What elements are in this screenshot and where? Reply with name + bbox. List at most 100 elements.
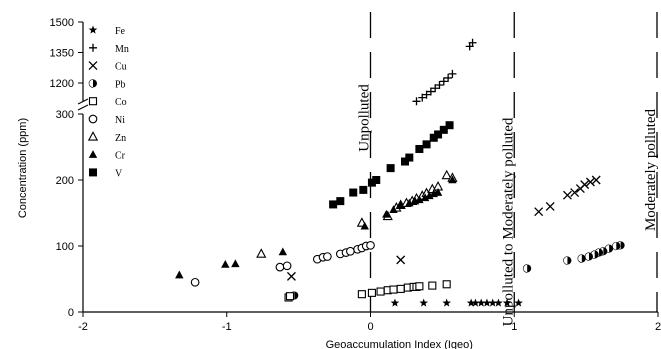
triangle-filled-marker	[425, 191, 434, 200]
square-filled-marker	[405, 153, 414, 162]
legend-marker-ni	[88, 114, 98, 124]
plus-marker	[89, 43, 97, 52]
triangle-filled-marker	[382, 209, 391, 218]
data-point-co	[389, 285, 398, 294]
square-open-marker	[428, 281, 437, 290]
data-point-cr	[448, 175, 457, 184]
star-marker	[88, 25, 98, 34]
data-point-fe	[502, 298, 512, 307]
square-open-marker	[367, 288, 376, 297]
data-point-co	[415, 282, 424, 291]
plus-marker	[444, 73, 453, 82]
x-tick-label: 1	[511, 321, 517, 333]
data-point-v	[445, 121, 454, 130]
legend-marker-cr	[88, 150, 98, 158]
half-circle-outline	[590, 250, 595, 259]
data-point-v	[415, 144, 424, 153]
triangle-filled-marker	[221, 259, 230, 268]
square-open-marker	[88, 97, 98, 106]
data-point-fe	[514, 298, 523, 307]
triangle-filled-marker	[420, 193, 430, 202]
data-point-pb	[522, 264, 532, 273]
triangle-filled-marker	[396, 201, 405, 210]
legend-item: Zn	[87, 131, 126, 144]
data-point-v	[336, 197, 345, 206]
data-point-fe	[390, 298, 400, 307]
y-axis-title: Concentration (ppm)	[17, 118, 29, 218]
data-point-mn	[426, 87, 435, 96]
series-v	[329, 121, 454, 209]
plus-marker	[426, 87, 435, 96]
circle-open-marker	[282, 261, 292, 271]
circle-open-marker	[323, 252, 332, 261]
data-point-cr	[382, 209, 391, 218]
data-point-cr	[405, 198, 414, 207]
x-marker	[570, 188, 580, 197]
legend-label: Fe	[115, 26, 126, 37]
legend-item: Co	[88, 97, 127, 108]
triangle-filled-marker	[231, 259, 240, 268]
y-axis-break-icon	[77, 98, 89, 111]
data-point-v	[359, 185, 368, 194]
square-open-marker	[357, 290, 366, 299]
data-point-cr	[389, 205, 398, 213]
class-divider-lines	[369, 12, 658, 312]
data-point-v	[429, 133, 438, 142]
data-point-pb	[594, 248, 604, 257]
legend-marker-zn	[87, 131, 99, 141]
x-marker	[396, 255, 406, 265]
data-point-v	[372, 176, 381, 184]
triangle-filled-marker	[448, 175, 457, 184]
legend-marker-pb	[88, 79, 97, 88]
legend-marker-cu	[88, 61, 98, 71]
data-point-v	[386, 164, 395, 173]
circle-open-marker	[275, 262, 285, 272]
data-point-co	[428, 281, 437, 290]
triangle-filled-marker	[389, 205, 398, 213]
plus-marker	[448, 69, 457, 78]
half-circle-outline	[88, 79, 94, 88]
circle-open-marker	[366, 240, 375, 250]
triangle-filled-marker	[415, 195, 424, 204]
class-label: Unpolluted to Moderately polluted	[500, 117, 516, 326]
half-circle-marker	[294, 291, 299, 300]
axes: -2 -1 0 1 2 0 100 200 300 1200 1350 1500 Geoaccumula…	[17, 17, 661, 349]
data-point-v	[434, 130, 443, 139]
data-point-v	[367, 178, 376, 187]
triangle-filled-marker	[405, 198, 414, 207]
data-point-cr	[425, 191, 434, 200]
triangle-open-marker	[441, 169, 452, 180]
legend-item: Ni	[88, 114, 125, 126]
square-filled-marker	[434, 130, 443, 139]
square-filled-marker	[329, 200, 338, 209]
y-tick-label: 0	[68, 307, 74, 319]
legend-item: Fe	[88, 25, 126, 37]
square-filled-marker	[349, 188, 358, 197]
x-tick-label: 0	[367, 321, 373, 333]
data-point-fe	[476, 298, 486, 307]
triangle-filled-marker	[88, 150, 98, 158]
half-circle-marker	[599, 248, 604, 257]
data-point-cr	[360, 221, 369, 230]
square-filled-marker	[401, 157, 409, 166]
y-tick-label: 1350	[50, 48, 74, 60]
data-point-fe	[419, 298, 428, 307]
half-circle-outline	[612, 241, 617, 251]
data-point-mn	[422, 90, 431, 99]
legend-marker-fe	[88, 25, 98, 34]
plus-marker	[412, 97, 421, 106]
square-open-marker	[415, 282, 424, 291]
x-marker	[562, 190, 572, 200]
class-label: Unpolluted	[357, 84, 373, 152]
x-marker	[545, 201, 555, 211]
x-marker	[580, 180, 590, 190]
star-marker	[502, 298, 512, 307]
circle-open-marker	[88, 114, 98, 124]
square-open-marker	[442, 280, 451, 289]
y-tick-label: 1200	[50, 78, 74, 90]
data-point-zn	[441, 169, 452, 180]
plus-marker	[422, 90, 431, 99]
circle-open-marker	[346, 246, 355, 256]
legend-item: Cu	[88, 61, 127, 73]
